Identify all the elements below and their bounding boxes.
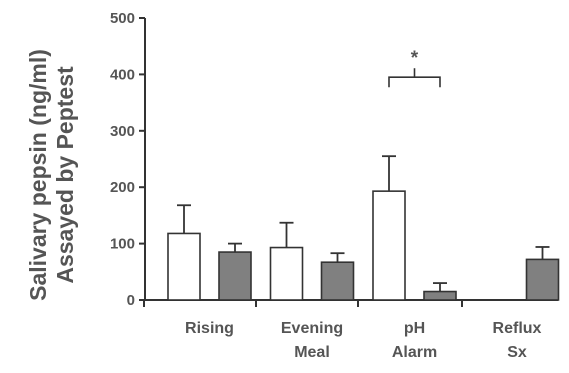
plot-area: 0 100 200 300 400 500 Rising Evening Meal pH Alarm… bbox=[110, 10, 560, 361]
bar bbox=[269, 246, 304, 301]
y-axis-title: Salivary pepsin (ng/ml) Assayed by Pepte… bbox=[25, 49, 78, 301]
significance-marker: * bbox=[411, 48, 419, 69]
bar bbox=[320, 261, 355, 301]
y-tick-label: 400 bbox=[110, 66, 135, 83]
significance-bracket bbox=[388, 76, 441, 88]
y-tick-label: 300 bbox=[110, 123, 135, 140]
x-category-label: Evening bbox=[281, 320, 343, 337]
y-axis-title-line-1: Salivary pepsin (ng/ml) bbox=[25, 49, 51, 301]
x-category-label: Sx bbox=[507, 344, 527, 361]
x-category-label: Meal bbox=[294, 344, 330, 361]
y-axis-title-line-2: Assayed by Peptest bbox=[52, 66, 78, 284]
y-tick-label: 200 bbox=[110, 179, 135, 196]
y-tick-label: 500 bbox=[110, 10, 135, 27]
bar bbox=[423, 290, 457, 301]
y-tick-label: 0 bbox=[127, 292, 135, 309]
x-category-label: pH bbox=[404, 320, 425, 337]
x-category-label: Alarm bbox=[392, 344, 437, 361]
y-tick-label: 100 bbox=[110, 236, 135, 253]
bar bbox=[372, 190, 406, 301]
bar bbox=[218, 251, 252, 301]
x-category-label: Rising bbox=[185, 320, 234, 337]
x-category-label: Reflux bbox=[493, 320, 542, 337]
bar bbox=[525, 258, 560, 301]
bar bbox=[167, 232, 201, 301]
